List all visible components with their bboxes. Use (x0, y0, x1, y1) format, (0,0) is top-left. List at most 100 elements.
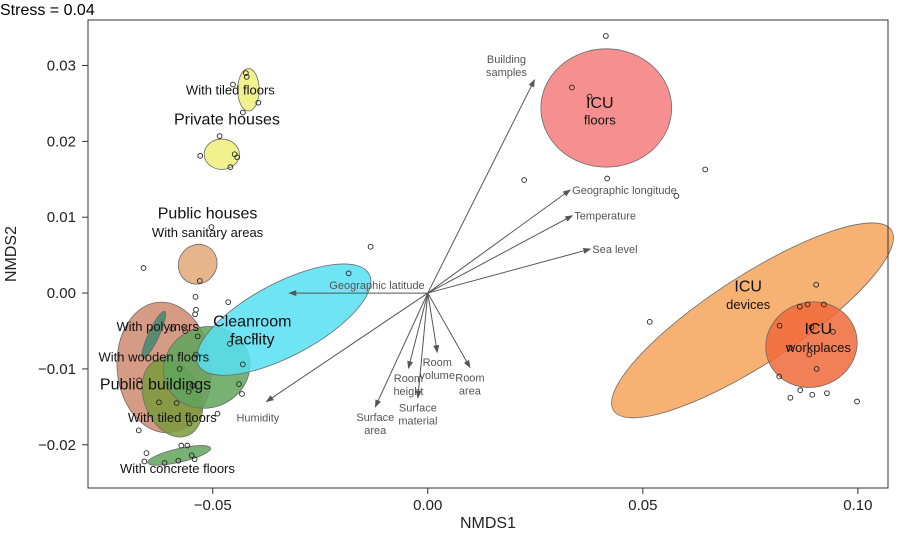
data-point (854, 398, 860, 405)
data-point (192, 294, 199, 300)
data-point (176, 366, 183, 372)
ellipse-cleanroom-facility (196, 263, 372, 376)
vector-label: Geographic longitude (572, 185, 677, 197)
vector-arrow (265, 292, 429, 403)
data-point (787, 394, 794, 401)
vector-label: Room volume (420, 357, 455, 382)
data-point (185, 388, 192, 395)
data-point (809, 391, 816, 398)
data-point (813, 281, 820, 288)
data-point (135, 427, 142, 434)
data-point (569, 84, 575, 91)
vector-arrow (427, 292, 440, 354)
y-tick-label: 0.00 (47, 285, 76, 302)
data-point (242, 70, 249, 76)
data-point (208, 224, 215, 230)
data-point (184, 442, 191, 449)
data-point (193, 351, 199, 358)
vector-arrow (415, 293, 429, 399)
data-point (161, 460, 168, 466)
data-point (141, 458, 148, 465)
data-point (367, 243, 374, 250)
vector-arrow (427, 189, 571, 294)
vector-arrow (407, 292, 429, 370)
data-point (806, 351, 813, 358)
ellipse-private-houses-tiled (237, 68, 260, 112)
data-point (646, 319, 653, 325)
data-point (239, 361, 246, 368)
icu-devices-title: ICU (734, 279, 762, 296)
with-concrete-floors: With concrete floors (120, 461, 235, 476)
icu-floors-title: ICU (586, 95, 614, 112)
vector-arrow (427, 292, 471, 369)
vector-label: Temperature (574, 211, 636, 223)
ellipse-public-houses-sanitary (177, 243, 218, 285)
y-tick-label: 0.02 (47, 133, 76, 150)
ellipses-layer (116, 48, 894, 466)
public-buildings-label: Public buildings (100, 376, 211, 393)
data-point (234, 154, 241, 161)
with-tiled-floors-public: With tiled floors (128, 410, 217, 425)
data-point (191, 456, 198, 463)
chart-title: Stress = 0.04 (0, 2, 95, 19)
data-point (787, 344, 793, 351)
y-axis-label: NMDS2 (3, 226, 20, 282)
data-point (602, 33, 609, 39)
group-labels-layer: ICUfloorsICUdevicesICUworkplacesPrivate … (99, 82, 852, 475)
data-point (230, 81, 236, 88)
icu-devices-sub: devices (726, 297, 771, 312)
icu-floors-sub: floors (584, 113, 616, 128)
data-point (252, 333, 258, 340)
cleanroom-label: Cleanroom facility (213, 313, 291, 348)
data-point (193, 306, 199, 313)
icu-workplaces-title: ICU (805, 321, 833, 338)
data-point (192, 311, 198, 318)
data-point (797, 387, 804, 394)
data-point (604, 175, 610, 182)
private-houses-label: Private houses (174, 112, 280, 129)
ellipse-public-buildings-small (141, 310, 167, 359)
x-axis-label: NMDS1 (460, 515, 516, 532)
vector-label: Humidity (236, 413, 279, 425)
data-point (169, 325, 176, 332)
ellipse-icu-devices (611, 222, 894, 419)
y-tick-label: −0.01 (38, 361, 76, 378)
data-point (227, 341, 233, 347)
x-tick-label: 0.05 (628, 497, 657, 514)
ellipse-icu-floors (540, 48, 673, 168)
data-point (776, 322, 783, 329)
data-point (143, 450, 150, 456)
with-wooden-floors: With wooden floors (99, 349, 210, 364)
vector-label: Geographic latitude (329, 280, 424, 292)
with-polymers: With polymers (116, 319, 199, 334)
vector-arrow (427, 79, 535, 294)
with-sanitary-areas: With sanitary areas (152, 225, 264, 240)
icu-workplaces-sub: workplaces (785, 340, 852, 355)
data-point (796, 303, 803, 310)
y-tick-label: 0.01 (47, 209, 76, 226)
data-point (586, 93, 593, 100)
vector-arrow (374, 292, 429, 408)
data-point (225, 299, 232, 306)
x-tick-label: −0.05 (194, 497, 232, 514)
data-point (776, 373, 783, 380)
data-point (808, 324, 815, 331)
y-tick-label: −0.02 (38, 437, 76, 454)
data-point (702, 166, 709, 173)
data-point (673, 193, 680, 199)
plot-frame (87, 19, 889, 489)
vector-arrow (427, 215, 574, 294)
data-point (227, 164, 234, 171)
data-point (173, 400, 180, 406)
vectors-layer: Building samples Geographic longitude Tempe… (236, 54, 676, 437)
data-point (830, 328, 836, 335)
data-point (236, 381, 242, 387)
ellipse-private-houses (203, 138, 240, 170)
x-tick-label: 0.10 (843, 497, 872, 514)
data-point (188, 452, 195, 459)
vector-label: Surface area (356, 412, 394, 437)
points-layer (135, 33, 860, 466)
data-point (197, 152, 204, 159)
data-point (194, 333, 201, 340)
vector-arrow (427, 248, 592, 294)
